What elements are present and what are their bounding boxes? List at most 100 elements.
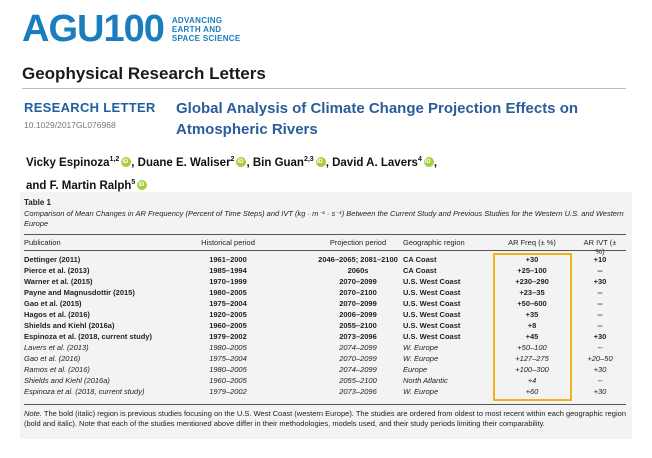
cell-geo: U.S. West Coast xyxy=(403,277,461,286)
table-row: Warner et al. (2015) 1970–1999 2070–2099 U.… xyxy=(20,277,632,287)
cell-ivt: +30 xyxy=(593,365,607,374)
orcid-icon[interactable] xyxy=(315,156,326,167)
cell-ivt: +30 xyxy=(593,277,607,286)
cell-ivt: +10 xyxy=(593,255,607,264)
table-row: Hagos et al. (2016) 1920–2005 2006–2099 U.S… xyxy=(20,310,632,320)
cell-hist: 1961–2000 xyxy=(209,255,247,264)
header-historical: Historical period xyxy=(201,238,255,247)
table-row: Shields and Kiehl (2016a) 1960–2005 2055–2… xyxy=(20,321,632,331)
table-bottom-rule xyxy=(24,404,626,405)
author-list: Vicky Espinoza1,2, Duane E. Waliser2, Bi… xyxy=(26,150,586,196)
orcid-icon[interactable] xyxy=(236,156,247,167)
cell-freq: +35 xyxy=(525,310,539,319)
author-name[interactable]: Duane E. Waliser xyxy=(137,156,231,169)
article-type: RESEARCH LETTER xyxy=(24,100,156,115)
orcid-icon[interactable] xyxy=(137,179,148,190)
cell-freq: +25–100 xyxy=(517,266,547,275)
header-region: Geographic region xyxy=(403,238,465,247)
cell-freq: +8 xyxy=(527,321,537,330)
table-row: Lavers et al. (2013) 1980–2005 2074–2099 W.… xyxy=(20,343,632,353)
cell-pub: Shields and Kiehl (2016a) xyxy=(24,321,115,330)
author-name[interactable]: Vicky Espinoza xyxy=(26,156,110,169)
cell-freq: +127–275 xyxy=(515,354,549,363)
header-divider xyxy=(22,88,626,89)
note-label: Note. xyxy=(24,409,42,418)
cell-proj: 2070–2100 xyxy=(339,288,377,297)
cell-geo: Europe xyxy=(403,365,428,374)
cell-pub: Payne and Magnusdottir (2015) xyxy=(24,288,135,297)
cell-geo: North Atlantic xyxy=(403,376,448,385)
cell-ivt: +30 xyxy=(593,332,607,341)
cell-freq: +23–35 xyxy=(519,288,545,297)
ar-freq-highlight-box xyxy=(493,253,572,401)
cell-pub: Gao et al. (2015) xyxy=(24,299,82,308)
author-name[interactable]: Bin Guan xyxy=(252,156,304,169)
cell-pub: Dettinger (2011) xyxy=(24,255,81,264)
header-ar-freq: AR Freq (± %) xyxy=(508,238,556,247)
table-description: Comparison of Mean Changes in AR Frequen… xyxy=(24,209,624,228)
cell-proj: 2074–2099 xyxy=(339,343,377,352)
cell-hist: 1920–2005 xyxy=(209,310,247,319)
cell-geo: CA Coast xyxy=(403,255,437,264)
cell-proj: 2073–2096 xyxy=(339,387,377,396)
cell-hist: 1975–2004 xyxy=(209,299,247,308)
table-row: Espinoza et al. (2018, current study) 197… xyxy=(20,387,632,397)
cell-ivt: +20–50 xyxy=(587,354,613,363)
cell-geo: CA Coast xyxy=(403,266,437,275)
agu100-logo: AGU100 ADVANCING EARTH AND SPACE SCIENCE xyxy=(22,10,241,48)
author-name[interactable]: David A. Lavers xyxy=(332,156,418,169)
table-row: Espinoza et al. (2018, current study) 197… xyxy=(20,332,632,342)
table-row: Gao et al. (2015) 1975–2004 2070–2099 U.S. … xyxy=(20,299,632,309)
cell-proj: 2070–2099 xyxy=(339,354,377,363)
cell-proj: 2046–2065; 2081–2100 xyxy=(318,255,398,264)
cell-geo: W. Europe xyxy=(403,354,439,363)
cell-hist: 1980–2005 xyxy=(209,365,247,374)
orcid-icon[interactable] xyxy=(423,156,434,167)
cell-proj: 2073–2096 xyxy=(339,332,377,341)
cell-hist: 1975–2004 xyxy=(209,354,247,363)
cell-geo: W. Europe xyxy=(403,343,439,352)
cell-pub: Espinoza et al. (2018, current study) xyxy=(24,332,152,341)
table-row: Gao et al. (2016) 1975–2004 2070–2099 W. Eu… xyxy=(20,354,632,364)
table-row: Dettinger (2011) 1961–2000 2046–2065; 2081… xyxy=(20,255,632,265)
cell-proj: 2006–2099 xyxy=(339,310,377,319)
table-note: Note. The bold (italic) region is previo… xyxy=(24,409,628,429)
cell-ivt: -- xyxy=(597,288,603,297)
cell-freq: +45 xyxy=(525,332,539,341)
cell-hist: 1960–2005 xyxy=(209,376,247,385)
cell-geo: U.S. West Coast xyxy=(403,332,461,341)
cell-ivt: -- xyxy=(597,321,603,330)
cell-pub: Espinoza et al. (2018, current study) xyxy=(24,387,145,396)
article-title: Global Analysis of Climate Change Projec… xyxy=(176,100,579,138)
cell-freq: +50–600 xyxy=(517,299,547,308)
cell-proj: 2055–2100 xyxy=(339,321,377,330)
cell-proj: 2055–2100 xyxy=(339,376,377,385)
cell-hist: 1980–2005 xyxy=(209,288,247,297)
cell-freq: +30 xyxy=(525,255,539,264)
cell-geo: U.S. West Coast xyxy=(403,299,461,308)
cell-hist: 1960–2005 xyxy=(209,321,247,330)
author-name[interactable]: F. Martin Ralph xyxy=(49,179,132,192)
header-publication: Publication xyxy=(24,238,61,247)
cell-geo: U.S. West Coast xyxy=(403,310,461,319)
cell-pub: Hagos et al. (2016) xyxy=(24,310,90,319)
cell-geo: U.S. West Coast xyxy=(403,288,461,297)
note-text: The bold (italic) region is previous stu… xyxy=(24,409,626,428)
header-ar-ivt: AR IVT (± %) xyxy=(583,238,617,256)
cell-freq: +50–100 xyxy=(517,343,547,352)
cell-hist: 1980–2005 xyxy=(209,343,247,352)
table-row: Ramos et al. (2016) 1980–2005 2074–2099 Eur… xyxy=(20,365,632,375)
table-caption: Table 1 xyxy=(24,198,51,207)
cell-pub: Gao et al. (2016) xyxy=(24,354,81,363)
cell-proj: 2074–2099 xyxy=(339,365,377,374)
cell-ivt: -- xyxy=(597,266,603,275)
journal-name: Geophysical Research Letters xyxy=(22,64,266,83)
cell-hist: 1979–2002 xyxy=(209,387,247,396)
cell-ivt: -- xyxy=(597,310,603,319)
table-header-rule xyxy=(24,250,626,251)
cell-ivt: +30 xyxy=(593,387,607,396)
orcid-icon[interactable] xyxy=(121,156,132,167)
doi[interactable]: 10.1029/2017GL076968 xyxy=(24,120,116,130)
table-row: Payne and Magnusdottir (2015) 1980–2005 20… xyxy=(20,288,632,298)
cell-proj: 2060s xyxy=(347,266,369,275)
